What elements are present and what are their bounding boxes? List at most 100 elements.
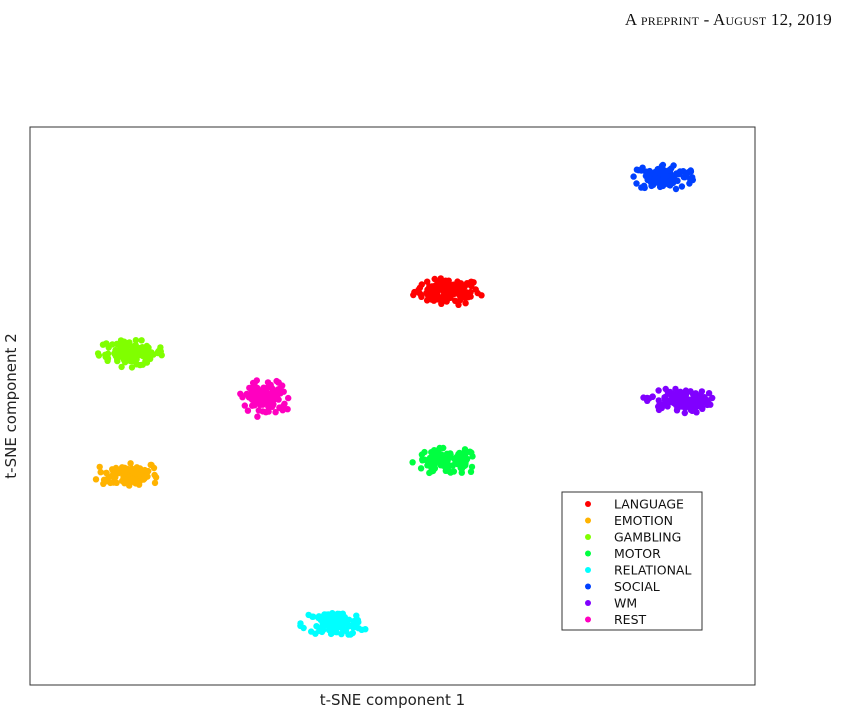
data-point (649, 393, 656, 400)
data-point (321, 615, 329, 622)
data-point (704, 397, 711, 404)
data-point (127, 349, 134, 356)
data-point (111, 470, 118, 478)
data-point (449, 462, 456, 469)
data-point (672, 385, 679, 393)
legend-item-emotion: EMOTION (585, 513, 673, 528)
data-point (248, 391, 255, 398)
data-point (96, 463, 103, 471)
data-point (272, 394, 280, 402)
data-point (657, 182, 664, 189)
data-point (661, 167, 668, 174)
data-point (640, 394, 647, 401)
data-point (425, 293, 432, 300)
data-point (418, 451, 426, 458)
data-point (429, 467, 437, 475)
data-point (431, 275, 438, 283)
series-relational (297, 610, 369, 638)
data-point (707, 401, 714, 408)
legend-marker (585, 517, 591, 524)
data-point (248, 396, 256, 403)
data-point (325, 622, 332, 629)
data-point (143, 354, 150, 361)
data-point (474, 289, 481, 297)
data-point (121, 357, 128, 364)
data-point (119, 347, 126, 355)
legend-item-gambling: GAMBLING (585, 530, 681, 545)
data-point (138, 337, 145, 344)
data-point (443, 456, 451, 463)
data-point (680, 173, 687, 181)
data-point (131, 470, 138, 478)
data-point (276, 404, 283, 411)
data-point (656, 400, 663, 408)
legend-marker (585, 600, 591, 606)
data-point (264, 379, 272, 386)
data-point (633, 180, 640, 187)
data-point (244, 407, 252, 414)
data-point (687, 167, 694, 174)
data-point (461, 446, 469, 453)
data-point (309, 613, 316, 620)
data-point (126, 357, 134, 364)
data-point (434, 285, 441, 293)
data-point (670, 162, 677, 169)
legend-label: GAMBLING (614, 530, 681, 545)
data-point (666, 179, 673, 187)
legend-marker (585, 534, 591, 540)
data-point (105, 344, 112, 351)
data-point (456, 297, 464, 304)
data-point (281, 400, 288, 407)
legend-marker (585, 501, 591, 507)
data-point (642, 168, 650, 176)
data-point (241, 402, 248, 409)
data-point (255, 392, 262, 400)
data-point (468, 449, 475, 456)
data-point (659, 161, 667, 169)
data-point (444, 466, 451, 473)
data-point (697, 398, 704, 405)
data-point (148, 349, 155, 356)
data-point (664, 389, 672, 396)
data-point (316, 627, 323, 634)
legend-item-relational: RELATIONAL (585, 563, 691, 578)
data-point (427, 462, 434, 469)
data-point (297, 622, 304, 629)
data-point (336, 614, 343, 622)
data-point (122, 340, 129, 347)
series-rest (237, 377, 292, 420)
legend-item-wm: WM (585, 596, 637, 611)
data-point (143, 359, 151, 366)
legend-marker (585, 567, 591, 573)
data-point (434, 290, 441, 298)
data-point (456, 449, 463, 457)
data-point (668, 398, 675, 406)
data-point (121, 477, 128, 484)
data-point (455, 458, 463, 466)
data-point (421, 456, 429, 463)
legend-item-rest: REST (585, 612, 647, 627)
data-point (325, 626, 333, 634)
data-point (332, 619, 339, 626)
data-point (237, 390, 244, 397)
legend-label: EMOTION (614, 513, 673, 528)
data-point (439, 296, 446, 303)
data-point (145, 344, 152, 351)
data-point (272, 409, 279, 416)
data-point (340, 627, 347, 634)
data-point (664, 403, 671, 410)
legend-label: SOCIAL (614, 579, 660, 594)
x-axis-label: t-SNE component 1 (320, 691, 465, 709)
data-point (141, 466, 148, 474)
data-point (254, 413, 261, 420)
data-point (689, 407, 696, 414)
data-point (129, 475, 136, 483)
data-point (92, 476, 100, 483)
legend-item-language: LANGUAGE (585, 497, 684, 512)
data-point (264, 390, 271, 397)
data-point (254, 387, 262, 394)
running-head: A preprint - August 12, 2019 (624, 10, 832, 29)
series-language (410, 275, 485, 308)
data-point (679, 390, 686, 397)
